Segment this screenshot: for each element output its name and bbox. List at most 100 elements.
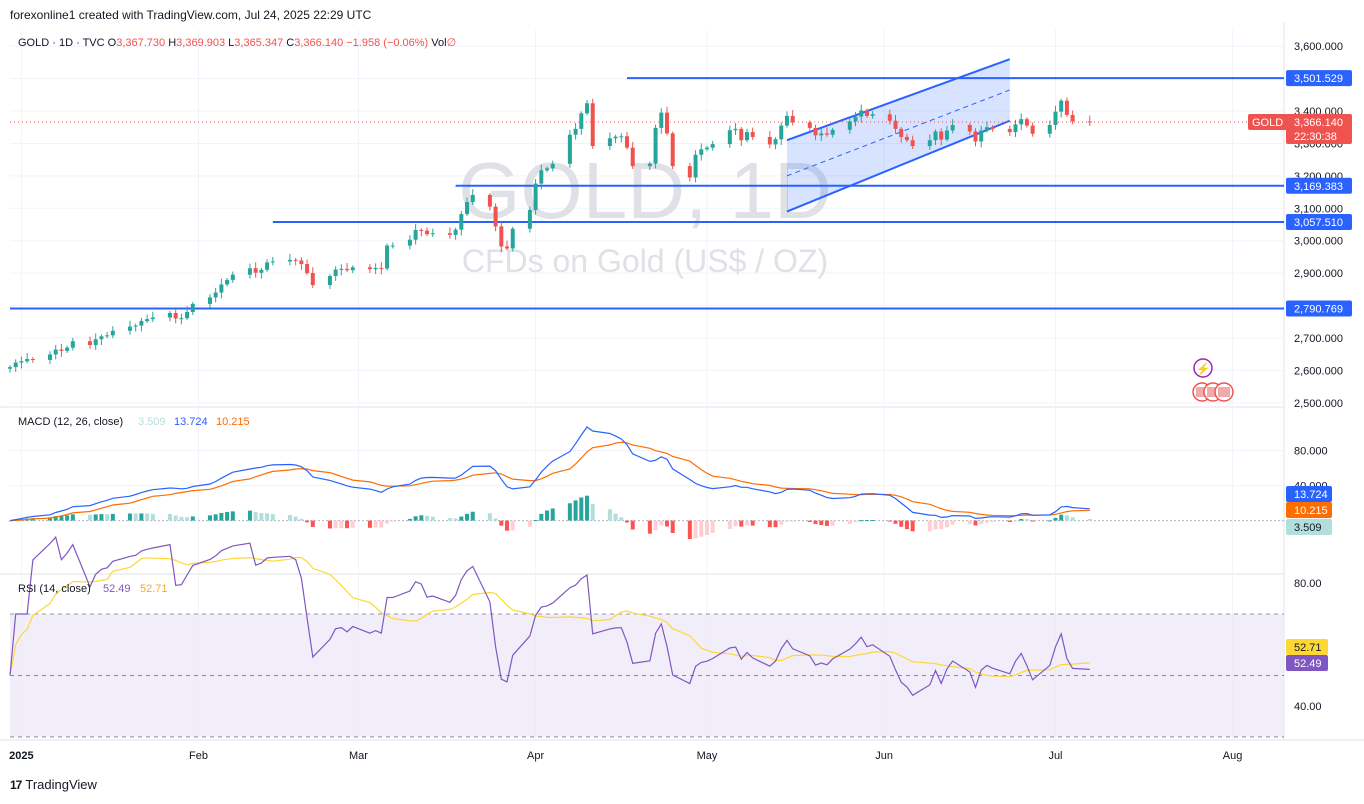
rsi-title: RSI (14, close) (18, 583, 91, 595)
candle-body (893, 120, 898, 129)
macd-histogram-bar (150, 513, 155, 521)
macd-histogram-bar (270, 514, 275, 521)
candle-body (390, 245, 395, 247)
macd-histogram-bar (973, 520, 978, 526)
macd-histogram-bar (99, 514, 104, 521)
candle-body (293, 259, 298, 261)
candle-body (493, 206, 498, 227)
candle-body (984, 127, 989, 131)
candle-body (533, 183, 538, 210)
macd-histogram-bar (927, 520, 932, 532)
candle-body (687, 166, 692, 178)
rsi-value-tag (1286, 639, 1328, 655)
candle-body (573, 128, 578, 135)
candle-body (65, 347, 70, 351)
candle-body (379, 267, 384, 269)
candle-body (299, 260, 304, 265)
candle-body (630, 147, 635, 167)
candle-body (1047, 124, 1052, 134)
macd-histogram-bar (65, 515, 70, 521)
macd-histogram-bar (367, 520, 372, 528)
macd-histogram-bar (704, 520, 709, 535)
candle-body (373, 267, 378, 270)
candle-body (105, 335, 110, 337)
last-price-label: 3,366.140 (1294, 117, 1343, 129)
candle-body (664, 112, 669, 134)
macd-histogram-bar (870, 520, 875, 522)
macd-histogram-bar (533, 520, 538, 522)
macd-pane: MACD (12, 26, close) 3.509 13.724 10.215 (8, 416, 1284, 540)
candle-body (179, 318, 184, 320)
macd-histogram-bar (59, 515, 64, 521)
rsi-value-tag-label: 52.71 (1294, 642, 1322, 654)
candle-body (30, 359, 35, 360)
candle-body (870, 114, 875, 116)
price-axis: 2,500.000 2,600.000 2,700.000 2,900.000 3,00… (1248, 41, 1352, 713)
candle-body (933, 131, 938, 141)
candle-body (807, 122, 812, 128)
tradingview-logo-icon: 17 (10, 777, 22, 792)
macd-histogram-bar (305, 520, 310, 523)
macd-histogram-bar (939, 520, 944, 530)
macd-histogram-bar (710, 520, 715, 533)
macd-histogram-bar (70, 514, 75, 521)
candle-body (430, 233, 435, 235)
macd-histogram-bar (219, 512, 224, 521)
candle-body (1030, 125, 1035, 134)
candle-body (1070, 114, 1075, 122)
macd-histogram-bar (145, 513, 150, 521)
macd-histogram-bar (550, 508, 555, 521)
macd-histogram-bar (1013, 520, 1018, 522)
macd-histogram-bar (1087, 518, 1092, 521)
candle-body (704, 147, 709, 150)
macd-histogram-bar (950, 520, 955, 525)
price-tick-label: 2,500.000 (1294, 398, 1343, 410)
candle-body (824, 133, 829, 135)
horizontal-line-price-tag (1286, 70, 1352, 87)
macd-histogram-bar (407, 518, 412, 521)
macd-histogram-bar (619, 517, 624, 521)
price-tick-label: 2,700.000 (1294, 333, 1343, 345)
candle-body (744, 132, 749, 141)
macd-histogram-bar (984, 520, 989, 523)
candle-body (87, 341, 92, 346)
macd-value: 13.724 (174, 416, 208, 428)
macd-histogram-bar (539, 513, 544, 521)
macd-histogram-bar (213, 514, 218, 521)
macd-histogram-bar (265, 513, 270, 521)
candle-body (527, 209, 532, 229)
macd-histogram-bar (425, 515, 430, 521)
candle-body (944, 130, 949, 140)
candle-body (59, 349, 64, 351)
price-tick-label: 3,600.000 (1294, 41, 1343, 53)
candle-body (185, 312, 190, 319)
macd-tick-label: 80.000 (1294, 446, 1328, 458)
horizontal-line-price-label: 3,169.383 (1294, 181, 1343, 193)
rsi-line (9, 535, 1090, 697)
macd-histogram-bar (767, 520, 772, 528)
macd-title: MACD (12, 26, close) (18, 416, 123, 428)
candle-body (207, 297, 212, 304)
candle-body (847, 121, 852, 130)
macd-histogram-bar (585, 495, 590, 521)
tradingview-brand[interactable]: 17 TradingView (10, 777, 97, 792)
candle-body (247, 268, 252, 275)
macd-histogram-bar (687, 520, 692, 540)
macd-histogram-bar (1019, 519, 1024, 521)
macd-histogram-bar (630, 520, 635, 530)
legend: GOLD · 1D · TVC O3,367.730 H3,369.903 L3… (18, 37, 456, 49)
watermark-title: GOLD, 1D (458, 146, 831, 235)
macd-histogram-bar (93, 514, 98, 521)
macd-histogram-bar (293, 516, 298, 521)
time-tick-label: Jul (1048, 750, 1062, 762)
macd-histogram-bar (659, 520, 664, 526)
candle-body (550, 163, 555, 169)
macd-histogram-bar (345, 520, 350, 529)
macd-histogram-bar (824, 520, 829, 526)
candle-body (127, 326, 132, 331)
macd-histogram-bar (185, 517, 190, 521)
candle-body (899, 128, 904, 137)
candle-body (13, 362, 18, 368)
candle-body (139, 321, 144, 326)
